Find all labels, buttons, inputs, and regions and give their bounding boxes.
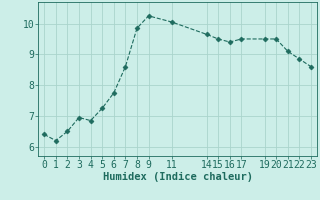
X-axis label: Humidex (Indice chaleur): Humidex (Indice chaleur)	[103, 172, 252, 182]
